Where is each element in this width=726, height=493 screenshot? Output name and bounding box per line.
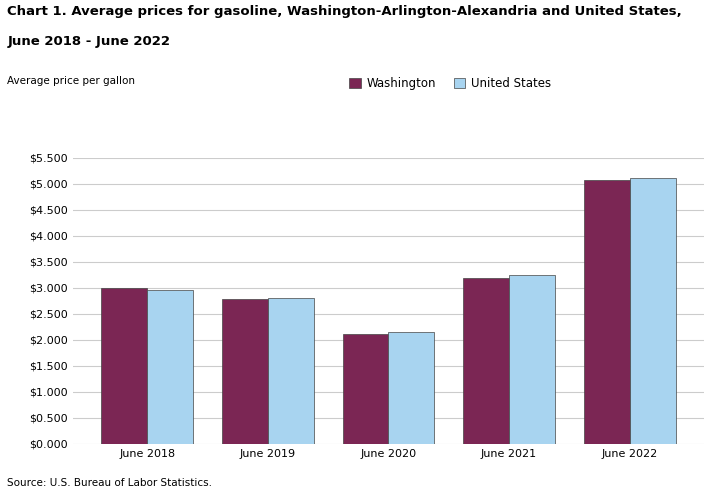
Bar [268, 298, 314, 444]
Text: Average price per gallon: Average price per gallon [7, 76, 135, 86]
Bar [629, 177, 675, 444]
Legend: Washington, United States: Washington, United States [348, 77, 552, 90]
Text: Chart 1. Average prices for gasoline, Washington-Arlington-Alexandria and United: Chart 1. Average prices for gasoline, Wa… [7, 5, 682, 18]
Bar [102, 287, 147, 444]
Bar [463, 278, 509, 444]
Bar [343, 334, 388, 444]
Text: Source: U.S. Bureau of Labor Statistics.: Source: U.S. Bureau of Labor Statistics. [7, 478, 212, 488]
Bar [509, 275, 555, 444]
Bar [388, 332, 434, 444]
Bar [584, 180, 629, 444]
Text: June 2018 - June 2022: June 2018 - June 2022 [7, 35, 171, 47]
Bar [147, 290, 193, 444]
Bar [222, 299, 268, 444]
